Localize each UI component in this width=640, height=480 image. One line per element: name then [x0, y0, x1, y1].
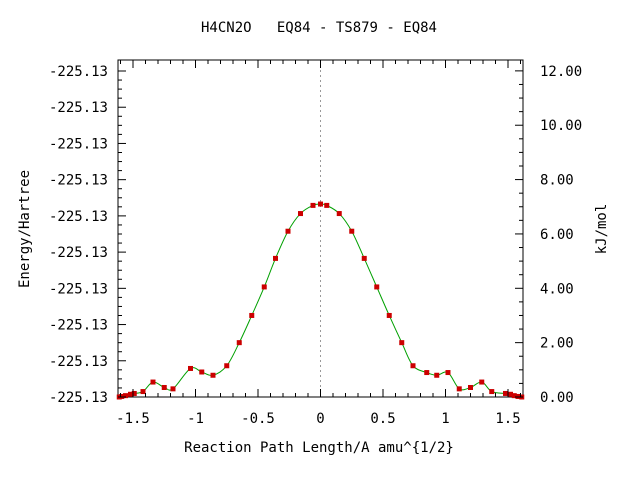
data-point [210, 372, 216, 378]
y2-tick-label: 10.00 [540, 118, 582, 134]
data-point [236, 340, 242, 346]
data-point [318, 201, 323, 207]
data-point [386, 312, 392, 318]
y-axis-left-ticks: -225.13 -225.13 -225.13 -225.13 -225.13 -225.… [49, 64, 126, 406]
data-point [188, 365, 193, 371]
y2-tick-label: 6.00 [540, 227, 574, 243]
data-point [349, 228, 355, 234]
data-point [224, 363, 230, 369]
y2-tick-label: 8.00 [540, 173, 574, 189]
data-point [128, 391, 133, 397]
data-point [140, 389, 146, 395]
data-point [150, 379, 156, 385]
data-point [273, 255, 278, 261]
data-point [511, 393, 517, 399]
y2-tick-label: 2.00 [540, 336, 574, 352]
data-point [515, 393, 521, 399]
data-point [324, 202, 330, 208]
data-point [445, 370, 451, 376]
y-axis-right-ticks: 0.00 2.00 4.00 6.00 8.00 10.00 12.00 [515, 64, 582, 406]
y-tick-label: -225.13 [49, 136, 108, 152]
data-point [456, 386, 462, 392]
data-point [410, 363, 416, 369]
y-tick-label: -225.13 [49, 245, 108, 261]
x-tick-label: -1 [187, 411, 204, 427]
y-axis-right-title: kJ/mol [594, 204, 610, 255]
y2-tick-label: 0.00 [540, 390, 574, 406]
x-tick-label: 0 [316, 411, 324, 427]
data-point [119, 393, 125, 399]
y-tick-label: -225.13 [49, 318, 108, 334]
y-tick-label: -225.13 [49, 354, 108, 370]
data-point [361, 255, 367, 261]
data-point [479, 379, 485, 385]
y-tick-label: -225.13 [49, 173, 108, 189]
x-tick-label: -0.5 [241, 411, 275, 427]
x-tick-label: -1.5 [116, 411, 150, 427]
x-tick-label: 1.5 [495, 411, 520, 427]
y-tick-label: -225.13 [49, 281, 108, 297]
y-tick-label: -225.13 [49, 100, 108, 116]
y-tick-label: -225.13 [49, 209, 108, 225]
data-point [468, 384, 473, 390]
x-tick-label: 0.5 [370, 411, 395, 427]
y2-tick-label: 12.00 [540, 64, 582, 80]
data-point [434, 372, 440, 378]
chart-title: H4CN2O EQ84 - TS879 - EQ84 [201, 20, 437, 36]
data-point [424, 370, 430, 376]
data-point [503, 390, 508, 396]
data-point [310, 202, 316, 208]
y-tick-label: -225.13 [49, 390, 108, 406]
y-axis-left-title: Energy/Hartree [17, 170, 33, 288]
x-axis-title: Reaction Path Length/A amu^{1/2} [184, 440, 454, 456]
x-axis-ticks: -1.5 -1 -0.5 0 0.5 1 1.5 [116, 60, 521, 427]
data-point [131, 390, 137, 396]
data-point [161, 384, 167, 390]
x-tick-label: 1 [441, 411, 449, 427]
data-point [170, 386, 176, 392]
y2-tick-label: 4.00 [540, 281, 574, 297]
data-point [123, 393, 128, 399]
data-point [298, 211, 303, 217]
data-point [399, 340, 405, 346]
data-point [285, 228, 291, 234]
data-point [261, 284, 267, 290]
data-point [489, 389, 495, 395]
data-point [508, 391, 513, 397]
y-tick-label: -225.13 [49, 64, 108, 80]
data-point [249, 312, 255, 318]
data-point [374, 284, 380, 290]
data-point [199, 369, 205, 375]
data-point [336, 211, 342, 217]
